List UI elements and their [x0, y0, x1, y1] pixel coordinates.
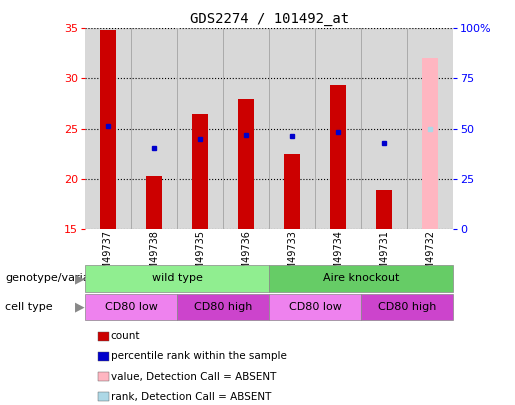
Bar [192, 113, 208, 229]
Text: CD80 high: CD80 high [378, 302, 436, 312]
Bar [100, 30, 116, 229]
Bar [422, 58, 438, 229]
Bar [146, 176, 162, 229]
Text: cell type: cell type [5, 302, 53, 312]
Text: CD80 low: CD80 low [289, 302, 341, 312]
Text: rank, Detection Call = ABSENT: rank, Detection Call = ABSENT [111, 392, 271, 402]
Text: Aire knockout: Aire knockout [323, 273, 399, 283]
Text: value, Detection Call = ABSENT: value, Detection Call = ABSENT [111, 372, 276, 382]
Text: count: count [111, 331, 140, 341]
Title: GDS2274 / 101492_at: GDS2274 / 101492_at [190, 12, 349, 26]
Bar [238, 98, 254, 229]
Text: percentile rank within the sample: percentile rank within the sample [111, 352, 287, 361]
Text: genotype/variation: genotype/variation [5, 273, 111, 283]
Text: wild type: wild type [151, 273, 202, 283]
Text: CD80 high: CD80 high [194, 302, 252, 312]
Text: CD80 low: CD80 low [105, 302, 158, 312]
Bar [330, 85, 346, 229]
Text: ▶: ▶ [75, 272, 84, 285]
Bar [284, 153, 300, 229]
Text: ▶: ▶ [75, 300, 84, 313]
Bar [376, 190, 392, 229]
